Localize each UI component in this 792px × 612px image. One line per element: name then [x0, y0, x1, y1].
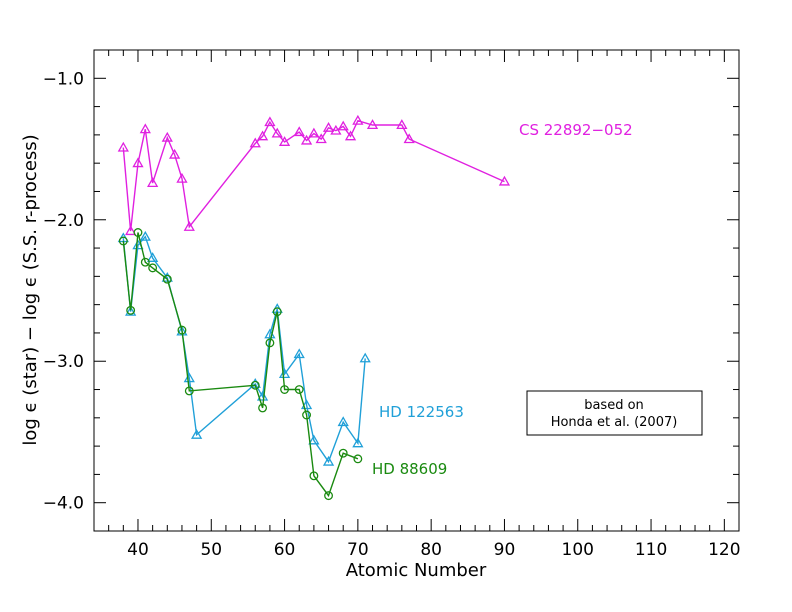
- data-point: [353, 454, 363, 464]
- data-point: [256, 390, 269, 401]
- data-point: [293, 126, 305, 137]
- data-point: [148, 263, 158, 273]
- data-point: [498, 175, 511, 186]
- x-tick-label: 110: [635, 540, 667, 560]
- data-point: [139, 230, 151, 241]
- x-tick-label: 100: [562, 540, 594, 560]
- data-point: [308, 127, 320, 138]
- data-point: [280, 385, 290, 394]
- y-tick-label: −3.0: [43, 352, 84, 372]
- x-tick-label: 90: [494, 540, 516, 560]
- data-point: [258, 403, 268, 413]
- data-point: [337, 416, 349, 427]
- x-tick-label: 60: [274, 540, 296, 560]
- data-point: [256, 130, 269, 141]
- data-point: [271, 127, 283, 138]
- y-tick-labels: −1.0 −2.0 −3.0 −4.0: [43, 69, 84, 513]
- data-point: [147, 177, 159, 188]
- data-point: [294, 385, 304, 394]
- y-tick-label: −1.0: [43, 69, 84, 89]
- data-point: [338, 448, 348, 458]
- x-tick-label: 120: [708, 540, 740, 560]
- data-point: [176, 172, 188, 183]
- y-tick-label: −2.0: [43, 211, 84, 231]
- data-point: [177, 325, 187, 335]
- series-line: [122, 235, 366, 464]
- data-point: [183, 221, 195, 231]
- x-axis-title: Atomic Number: [346, 560, 487, 581]
- data-point: [337, 120, 349, 131]
- data-point: [300, 134, 313, 145]
- data-point: [344, 130, 357, 141]
- data-point: [118, 236, 128, 246]
- x-tick-label: 70: [347, 540, 369, 560]
- data-point: [140, 257, 150, 267]
- data-point: [125, 305, 137, 316]
- data-point: [359, 352, 371, 363]
- plot-frame: [93, 49, 740, 532]
- data-point: [265, 338, 275, 348]
- data-point: [352, 114, 364, 125]
- data-point: [302, 410, 312, 420]
- data-point: [169, 148, 181, 159]
- data-point: [366, 119, 379, 130]
- data-point: [162, 274, 172, 284]
- data-point: [322, 121, 335, 132]
- x-tick-labels: 40 50 60 70 80 90 100 110 120: [127, 540, 740, 560]
- data-point: [403, 133, 415, 144]
- data-point: [190, 428, 203, 439]
- series-cs22892: [117, 114, 511, 236]
- series-hd88609: [118, 228, 363, 501]
- series-label-hd88609: HD 88609: [372, 460, 447, 478]
- data-point: [308, 434, 320, 445]
- data-point: [352, 437, 364, 448]
- data-point: [324, 491, 333, 501]
- annotation-line1: based on: [584, 398, 644, 413]
- data-point: [293, 348, 305, 359]
- data-point: [125, 225, 137, 236]
- data-point: [309, 471, 319, 481]
- data-point: [278, 136, 291, 146]
- data-point: [147, 252, 159, 262]
- data-point: [184, 386, 194, 396]
- annotation-frame: [526, 390, 703, 436]
- data-point: [249, 137, 261, 148]
- annotation-line2: Honda et al. (2007): [551, 415, 678, 430]
- data-point: [322, 455, 335, 466]
- series-layer: [117, 114, 511, 501]
- x-tick-label: 50: [200, 540, 222, 560]
- data-point: [264, 116, 276, 127]
- x-tick-label: 80: [420, 540, 442, 560]
- series-line: [122, 119, 505, 232]
- data-point: [139, 123, 151, 134]
- y-axis-title: log ϵ (star) − log ϵ (S.S. r-process): [20, 134, 41, 445]
- y-tick-label: −4.0: [43, 494, 84, 514]
- series-hd122563: [117, 230, 371, 466]
- x-tick-label: 40: [127, 540, 149, 560]
- data-point: [161, 131, 173, 142]
- annotation-box: based on Honda et al. (2007): [526, 390, 703, 436]
- data-point: [278, 368, 291, 378]
- data-point: [132, 239, 144, 250]
- data-point: [126, 305, 136, 315]
- data-point: [133, 228, 143, 237]
- data-point: [396, 119, 408, 130]
- tick-marks: [94, 49, 740, 532]
- series-label-cs22892: CS 22892−052: [519, 121, 633, 139]
- series-label-hd122563: HD 122563: [379, 403, 464, 421]
- data-point: [315, 133, 327, 144]
- data-point: [132, 157, 144, 168]
- data-point: [272, 307, 282, 317]
- data-point: [300, 399, 313, 410]
- data-point: [117, 141, 129, 152]
- series-line: [122, 232, 359, 498]
- data-point: [250, 380, 260, 390]
